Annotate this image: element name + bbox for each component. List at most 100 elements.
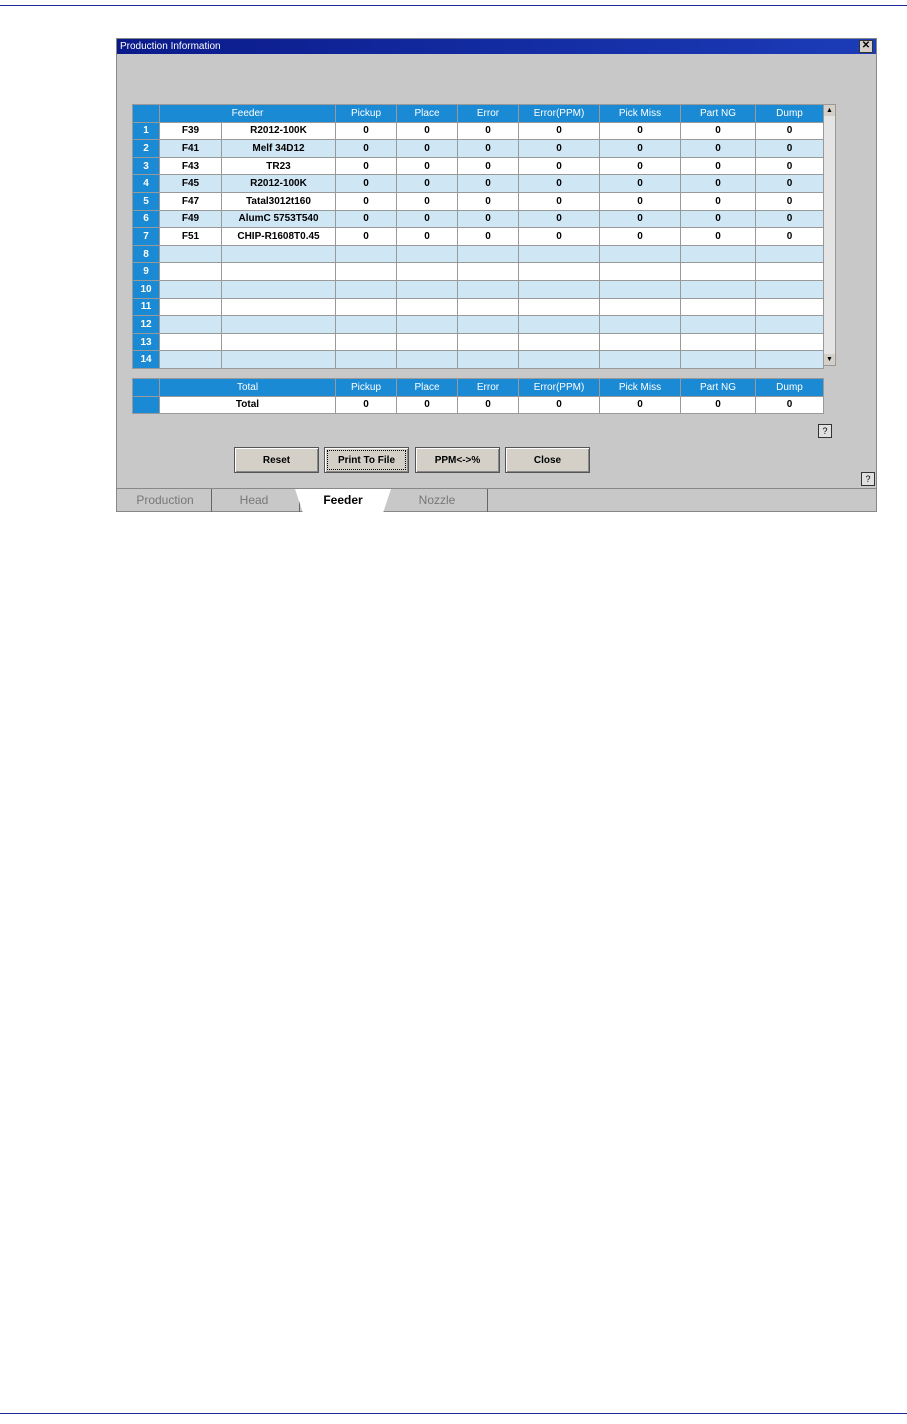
value-cell: [680, 315, 756, 334]
value-cell: [599, 279, 681, 299]
column-header[interactable]: Part NG: [680, 104, 756, 123]
value-cell: [335, 279, 397, 299]
row-number[interactable]: 6: [132, 209, 160, 229]
feeder-code-cell: [159, 244, 222, 264]
row-number[interactable]: 1: [132, 121, 160, 141]
table-row[interactable]: 13: [132, 332, 824, 352]
corner-cell: [132, 104, 160, 123]
table-row[interactable]: 12: [132, 315, 824, 334]
row-number[interactable]: 7: [132, 227, 160, 246]
total-value: 0: [518, 395, 600, 415]
scroll-down-icon[interactable]: ▼: [824, 354, 835, 365]
table-row[interactable]: 8: [132, 244, 824, 264]
feeder-code-cell: F39: [159, 121, 222, 141]
value-cell: 0: [457, 174, 519, 193]
total-value: 0: [457, 395, 519, 415]
table-row[interactable]: 11: [132, 297, 824, 317]
row-number[interactable]: 3: [132, 156, 160, 176]
value-cell: 0: [335, 227, 397, 246]
value-cell: [755, 315, 824, 334]
value-cell: [599, 350, 681, 369]
row-number[interactable]: 9: [132, 262, 160, 281]
total-label: Total: [159, 395, 336, 415]
value-cell: [335, 244, 397, 264]
column-header[interactable]: Pickup: [335, 104, 397, 123]
column-header[interactable]: Dump: [755, 104, 824, 123]
feeder-code-cell: F47: [159, 191, 222, 211]
window-title: Production Information: [120, 41, 221, 52]
table-row[interactable]: 14: [132, 350, 824, 369]
value-cell: [396, 315, 458, 334]
help-icon[interactable]: ?: [861, 472, 875, 486]
value-cell: [680, 244, 756, 264]
row-number[interactable]: 13: [132, 332, 160, 352]
row-number[interactable]: 12: [132, 315, 160, 334]
table-row[interactable]: 2 F41 Melf 34D12 0 0 0 0 0 0 0: [132, 139, 824, 158]
row-number[interactable]: 10: [132, 279, 160, 299]
reset-button[interactable]: Reset: [234, 447, 319, 473]
part-name-cell: TR23: [221, 156, 336, 176]
value-cell: [457, 297, 519, 317]
row-number[interactable]: 14: [132, 350, 160, 369]
table-row[interactable]: 6 F49 AlumC 5753T540 0 0 0 0 0 0 0: [132, 209, 824, 229]
title-bar: Production Information ✕: [117, 39, 876, 54]
value-cell: 0: [755, 139, 824, 158]
help-icon[interactable]: ?: [818, 424, 832, 438]
part-name-cell: Tatal3012t160: [221, 191, 336, 211]
column-header[interactable]: Error(PPM): [518, 104, 600, 123]
row-number[interactable]: 4: [132, 174, 160, 193]
value-cell: 0: [680, 139, 756, 158]
total-value: 0: [599, 395, 681, 415]
value-cell: 0: [518, 227, 600, 246]
value-cell: [457, 279, 519, 299]
value-cell: 0: [599, 227, 681, 246]
value-cell: [518, 332, 600, 352]
column-header[interactable]: Pick Miss: [599, 104, 681, 123]
table-row[interactable]: 7 F51 CHIP-R1608T0.45 0 0 0 0 0 0 0: [132, 227, 824, 246]
tab-production[interactable]: Production: [119, 489, 212, 512]
close-button[interactable]: Close: [505, 447, 590, 473]
tab-feeder[interactable]: Feeder: [295, 489, 391, 512]
ppm-percent-toggle-button[interactable]: PPM<->%: [415, 447, 500, 473]
value-cell: [755, 350, 824, 369]
total-value: 0: [396, 395, 458, 415]
row-number[interactable]: 11: [132, 297, 160, 317]
row-number[interactable]: 8: [132, 244, 160, 264]
value-cell: 0: [680, 209, 756, 229]
feeder-code-cell: F49: [159, 209, 222, 229]
scrollbar[interactable]: ▲ ▼: [823, 104, 836, 366]
value-cell: 0: [396, 227, 458, 246]
tab-bar: Production Head Feeder Nozzle: [117, 488, 876, 513]
value-cell: 0: [599, 174, 681, 193]
part-name-cell: [221, 297, 336, 317]
close-icon[interactable]: ✕: [859, 40, 873, 53]
value-cell: [680, 262, 756, 281]
value-cell: 0: [755, 121, 824, 141]
value-cell: 0: [396, 156, 458, 176]
column-header[interactable]: Feeder: [159, 104, 336, 123]
value-cell: 0: [755, 209, 824, 229]
row-number[interactable]: 2: [132, 139, 160, 158]
value-cell: [599, 315, 681, 334]
value-cell: 0: [518, 139, 600, 158]
value-cell: 0: [335, 156, 397, 176]
column-header[interactable]: Error: [457, 104, 519, 123]
table-row[interactable]: 5 F47 Tatal3012t160 0 0 0 0 0 0 0: [132, 191, 824, 211]
print-to-file-button[interactable]: Print To File: [324, 447, 409, 473]
row-marker: [132, 395, 160, 415]
scroll-up-icon[interactable]: ▲: [824, 105, 835, 116]
column-header: Pickup: [335, 378, 397, 397]
table-row[interactable]: 10: [132, 279, 824, 299]
table-row[interactable]: 1 F39 R2012-100K 0 0 0 0 0 0 0: [132, 121, 824, 141]
column-header[interactable]: Place: [396, 104, 458, 123]
column-header: Place: [396, 378, 458, 397]
value-cell: 0: [680, 227, 756, 246]
row-number[interactable]: 5: [132, 191, 160, 211]
table-row[interactable]: 9: [132, 262, 824, 281]
tab-head[interactable]: Head: [209, 489, 300, 512]
feeder-code-cell: [159, 297, 222, 317]
table-row[interactable]: 4 F45 R2012-100K 0 0 0 0 0 0 0: [132, 174, 824, 193]
tab-nozzle[interactable]: Nozzle: [387, 489, 488, 512]
table-row[interactable]: 3 F43 TR23 0 0 0 0 0 0 0: [132, 156, 824, 176]
value-cell: [680, 279, 756, 299]
